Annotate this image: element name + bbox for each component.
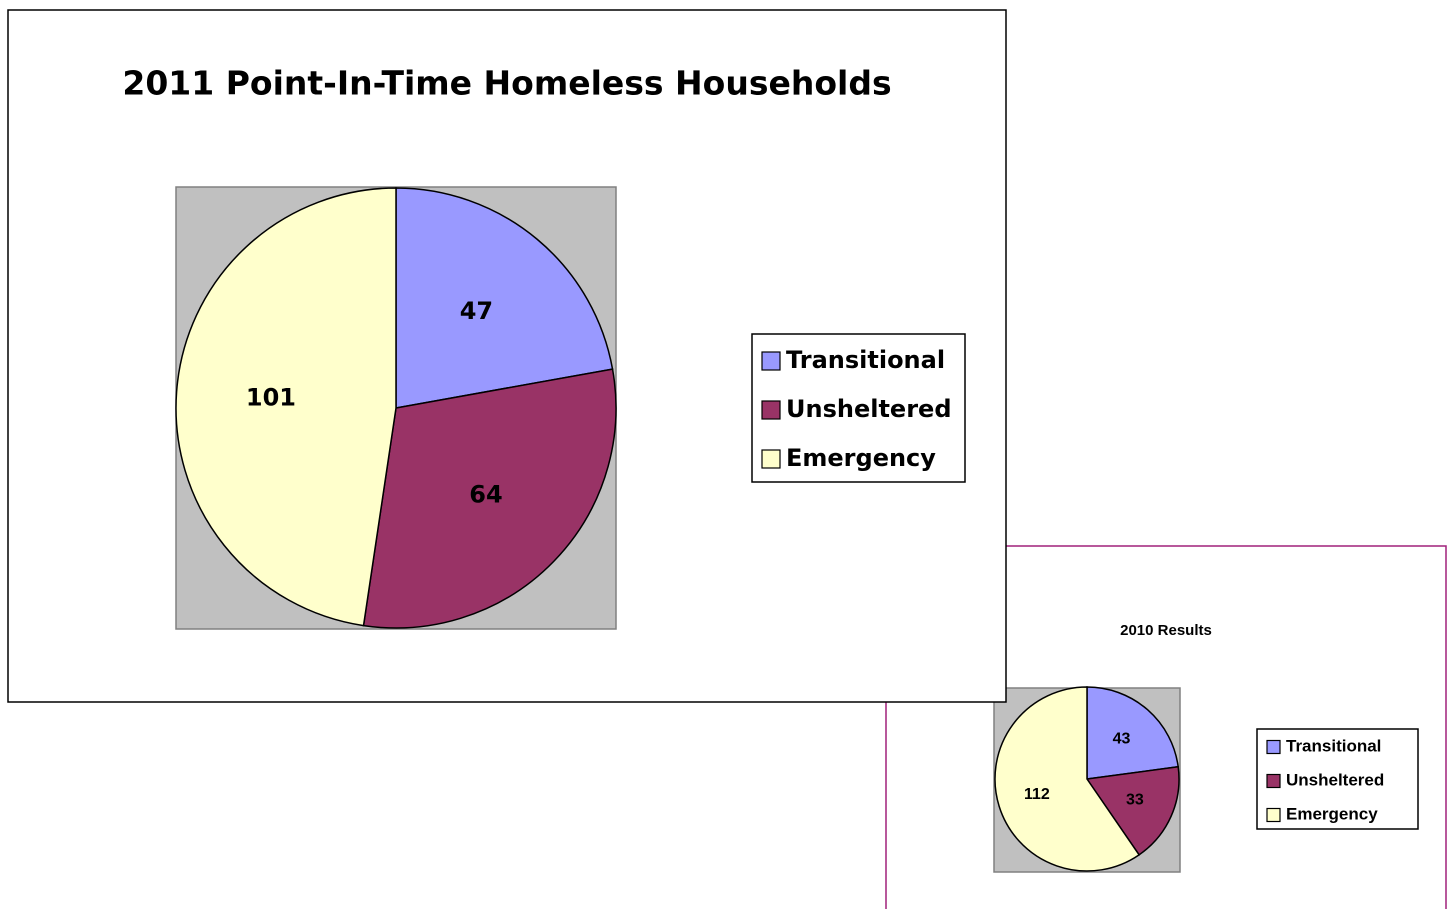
chart-title: 2010 Results bbox=[1120, 622, 1212, 639]
legend-swatch bbox=[761, 400, 781, 420]
legend-label: Emergency bbox=[786, 444, 936, 472]
data-label: 112 bbox=[1024, 786, 1050, 803]
data-label: 43 bbox=[1113, 731, 1131, 748]
chart: 2010 Results 43 33 112 Transitional Unshelter… bbox=[885, 545, 1447, 909]
pie-slice bbox=[994, 686, 1141, 872]
pie-slice bbox=[1085, 765, 1180, 856]
legend-swatch bbox=[1266, 739, 1281, 755]
pie-slice bbox=[395, 187, 614, 409]
chart: 2011 Point-In-Time Homeless Households 47… bbox=[7, 9, 1007, 703]
legend-label: Emergency bbox=[1286, 804, 1378, 823]
legend-swatch bbox=[761, 449, 781, 469]
legend-swatch bbox=[1266, 807, 1281, 823]
legend-box bbox=[1256, 728, 1419, 830]
data-label: 101 bbox=[246, 384, 296, 412]
data-label: 47 bbox=[460, 297, 493, 325]
legend-swatch bbox=[1266, 773, 1281, 789]
legend-label: Transitional bbox=[1286, 736, 1381, 755]
chart-title: 2011 Point-In-Time Homeless Households bbox=[122, 64, 891, 103]
legend-label: Unsheltered bbox=[786, 395, 952, 423]
legend-swatch bbox=[761, 351, 781, 371]
data-label: 33 bbox=[1126, 791, 1144, 808]
pie-slice bbox=[175, 187, 397, 627]
legend-label: Transitional bbox=[786, 346, 945, 374]
pie-slice bbox=[1086, 686, 1180, 780]
legend-box bbox=[751, 333, 966, 483]
data-label: 64 bbox=[469, 480, 502, 508]
legend-label: Unsheltered bbox=[1286, 770, 1384, 789]
pie-slice bbox=[362, 368, 617, 629]
